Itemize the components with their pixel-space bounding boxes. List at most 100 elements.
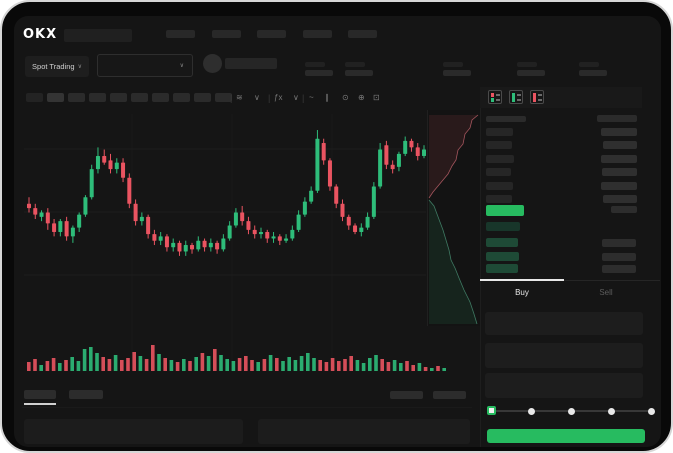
stat-value-placeholder <box>579 70 607 76</box>
indicator-icon[interactable]: ƒx <box>274 93 283 102</box>
bottom-tab-placeholder[interactable] <box>24 390 56 399</box>
bottom-divider <box>22 407 472 408</box>
stat-value-placeholder <box>345 70 373 76</box>
order-input-placeholder[interactable] <box>485 373 643 398</box>
ask-price-placeholder <box>486 128 513 136</box>
book-asks-view-icon[interactable] <box>530 90 544 104</box>
timeframe-button-placeholder[interactable] <box>215 93 232 102</box>
timeframe-button-placeholder[interactable] <box>194 93 211 102</box>
timeframe-button-placeholder[interactable] <box>47 93 64 102</box>
ask-price-placeholder <box>486 182 513 190</box>
ask-amount-placeholder <box>601 155 637 163</box>
toolbar-separator: | <box>268 93 271 103</box>
order-input-placeholder[interactable] <box>485 312 643 335</box>
ask-amount-placeholder <box>601 182 637 190</box>
bid-row[interactable] <box>480 222 660 232</box>
submit-buy-button[interactable] <box>487 429 645 443</box>
slider-handle[interactable] <box>487 406 496 415</box>
candle-type-icon[interactable]: ≋ <box>236 93 243 102</box>
ask-amount-placeholder <box>602 168 637 176</box>
stat-value-placeholder <box>443 70 471 76</box>
draw-line-icon[interactable]: ~ <box>309 93 314 102</box>
bottom-tab-placeholder[interactable] <box>69 390 103 399</box>
app-content: OKX Spot Trading ∨ ∨ | | | ≋ ∨ ƒx ∨ ~ ∥ ⊙ ⊕ ⊡ <box>14 16 661 447</box>
stat-label-placeholder <box>305 62 325 67</box>
nav-item-placeholder[interactable] <box>302 30 332 38</box>
icon-line <box>496 94 500 96</box>
timeframe-button-placeholder[interactable] <box>26 93 43 102</box>
ask-amount-placeholder <box>603 195 637 203</box>
nav-item-placeholder[interactable] <box>211 30 241 38</box>
candle-type-chevron-icon[interactable]: ∨ <box>254 93 260 102</box>
ask-row[interactable] <box>480 141 660 150</box>
stat-label-placeholder <box>443 62 463 67</box>
ask-row[interactable] <box>480 155 660 164</box>
bid-price-placeholder <box>486 264 518 273</box>
ask-row[interactable] <box>480 182 660 191</box>
orderbook-col-header-placeholder <box>486 116 526 122</box>
bid-amount-placeholder <box>602 265 636 273</box>
icon-mark <box>491 98 494 102</box>
okx-logo[interactable]: OKX <box>23 27 58 42</box>
icon-line <box>517 94 521 96</box>
timer-icon[interactable]: ⊕ <box>358 93 365 102</box>
candlestick-chart[interactable] <box>22 110 482 376</box>
icon-line <box>517 99 521 101</box>
pair-selector-dropdown[interactable]: ∨ <box>97 54 193 77</box>
indicator-chevron-icon[interactable]: ∨ <box>293 93 299 102</box>
book-bids-view-icon[interactable] <box>509 90 523 104</box>
bid-price-placeholder <box>486 238 518 247</box>
icon-mark <box>533 93 536 102</box>
chevron-down-icon: ∨ <box>77 63 82 70</box>
ask-row[interactable] <box>480 128 660 137</box>
bid-row[interactable] <box>480 238 660 248</box>
ask-row[interactable] <box>480 168 660 177</box>
ask-amount-placeholder <box>601 128 637 136</box>
timeframe-button-placeholder[interactable] <box>89 93 106 102</box>
ask-price-placeholder <box>486 168 511 176</box>
timeframe-button-placeholder[interactable] <box>152 93 169 102</box>
timeframe-button-placeholder[interactable] <box>173 93 190 102</box>
icon-line <box>496 99 500 101</box>
nav-item-placeholder[interactable] <box>257 30 286 38</box>
orderbook-col-header-placeholder <box>597 115 637 122</box>
timeframe-button-placeholder[interactable] <box>68 93 85 102</box>
camera-icon[interactable]: ⊙ <box>342 93 349 102</box>
stat-label-placeholder <box>579 62 599 67</box>
market-type-selector[interactable]: Spot Trading ∨ <box>25 56 89 77</box>
order-input-placeholder[interactable] <box>485 343 643 368</box>
market-type-label: Spot Trading <box>32 62 75 71</box>
slider-stop[interactable] <box>528 408 535 415</box>
stat-value-placeholder <box>517 70 545 76</box>
timeframe-button-placeholder[interactable] <box>131 93 148 102</box>
chevron-down-icon: ∨ <box>179 63 184 69</box>
stat-label-placeholder <box>517 62 537 67</box>
bid-amount-placeholder <box>602 239 636 247</box>
slider-stop[interactable] <box>648 408 655 415</box>
fullscreen-icon[interactable]: ⊡ <box>373 93 380 102</box>
bid-price-placeholder <box>486 222 520 231</box>
bottom-action-placeholder[interactable] <box>433 391 466 399</box>
depth-chart[interactable] <box>427 110 480 326</box>
bid-row[interactable] <box>480 264 660 274</box>
timeframe-button-placeholder[interactable] <box>110 93 127 102</box>
stat-value-placeholder <box>305 70 333 76</box>
pair-name-placeholder <box>225 58 277 69</box>
bid-amount-placeholder <box>602 253 636 261</box>
nav-item-placeholder[interactable] <box>348 30 377 38</box>
tab-buy[interactable]: Buy <box>515 288 529 297</box>
slider-stop[interactable] <box>568 408 575 415</box>
book-split-view-icon[interactable] <box>488 90 502 104</box>
orderbook-toolbar <box>480 87 642 108</box>
panel-divider <box>480 88 481 447</box>
bid-row[interactable] <box>480 252 660 262</box>
tab-sell[interactable]: Sell <box>599 288 613 297</box>
header-search-placeholder[interactable] <box>64 29 132 42</box>
slider-stop[interactable] <box>608 408 615 415</box>
open-orders-panel-placeholder <box>24 419 243 444</box>
compare-icon[interactable]: ∥ <box>325 93 329 102</box>
bottom-action-placeholder[interactable] <box>390 391 423 399</box>
ask-row[interactable] <box>480 195 660 204</box>
nav-item-placeholder[interactable] <box>166 30 195 38</box>
